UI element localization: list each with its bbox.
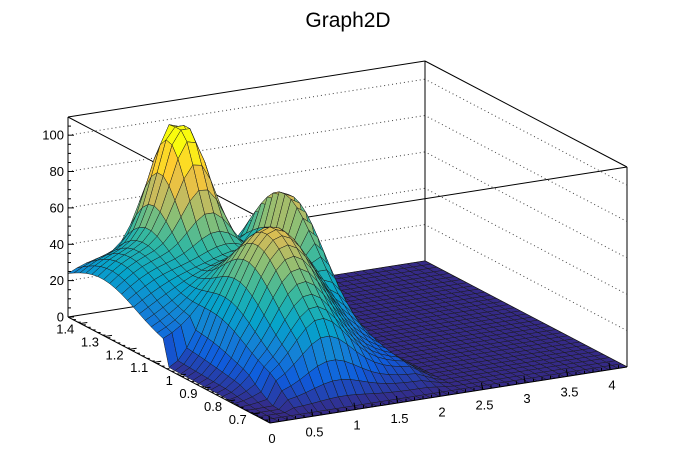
z-tick-label: 20 xyxy=(50,273,64,288)
z-axis: 0 20 40 60 80 100 xyxy=(42,117,74,325)
z-tick-label: 80 xyxy=(50,164,64,179)
x-axis: 0 0.5 1 1.5 2 2.5 3 3.5 4 xyxy=(268,362,619,446)
y-axis: 0.7 0.8 0.9 1 1.1 1.2 1.3 1.4 xyxy=(56,319,269,427)
y-tick-label: 1.2 xyxy=(106,347,124,362)
x-tick-label: 2.5 xyxy=(475,398,493,413)
x-tick-label: 4 xyxy=(608,378,615,393)
y-tick xyxy=(178,373,186,376)
frame-front-top xyxy=(269,166,628,224)
grid-side-wall-line xyxy=(424,78,628,186)
x-tick-label: 0.5 xyxy=(305,424,323,439)
chart-title: Graph2D xyxy=(305,9,390,32)
frame-back-top xyxy=(67,60,426,118)
grid-back-wall-line xyxy=(67,151,426,209)
y-tick xyxy=(203,386,211,389)
grid-back-wall-line xyxy=(67,115,426,172)
y-tick xyxy=(154,360,162,363)
y-tick-label: 1.3 xyxy=(81,334,99,349)
x-tick-label: 1.5 xyxy=(390,411,408,426)
surface-mesh xyxy=(67,124,628,424)
grid-side-wall-line xyxy=(424,115,628,222)
x-tick xyxy=(268,415,271,424)
z-tick-label: 100 xyxy=(42,128,64,143)
y-tick-label: 0.7 xyxy=(229,412,247,427)
y-tick-label: 0.9 xyxy=(179,386,197,401)
y-tick-label: 1.4 xyxy=(56,322,74,337)
z-tick-label: 40 xyxy=(50,237,64,252)
grid-back-wall-line xyxy=(67,78,426,136)
grid-side-wall-line xyxy=(424,151,628,259)
x-tick-label: 0 xyxy=(268,431,275,446)
y-tick xyxy=(228,399,236,402)
x-tick-label: 3 xyxy=(523,391,530,406)
y-tick xyxy=(80,322,88,324)
y-tick-label: 0.8 xyxy=(204,399,222,414)
y-tick xyxy=(252,412,260,415)
y-tick-label: 1.1 xyxy=(130,360,148,375)
y-tick-label: 1 xyxy=(166,373,173,388)
y-tick xyxy=(129,347,137,350)
y-tick xyxy=(104,334,113,337)
z-tick-label: 60 xyxy=(50,200,64,215)
frame-right-top xyxy=(424,60,628,168)
x-tick-label: 2 xyxy=(438,404,445,419)
x-tick-label: 1 xyxy=(353,418,360,433)
x-tick-label: 3.5 xyxy=(560,384,578,399)
z-tick-label: 0 xyxy=(57,310,64,325)
